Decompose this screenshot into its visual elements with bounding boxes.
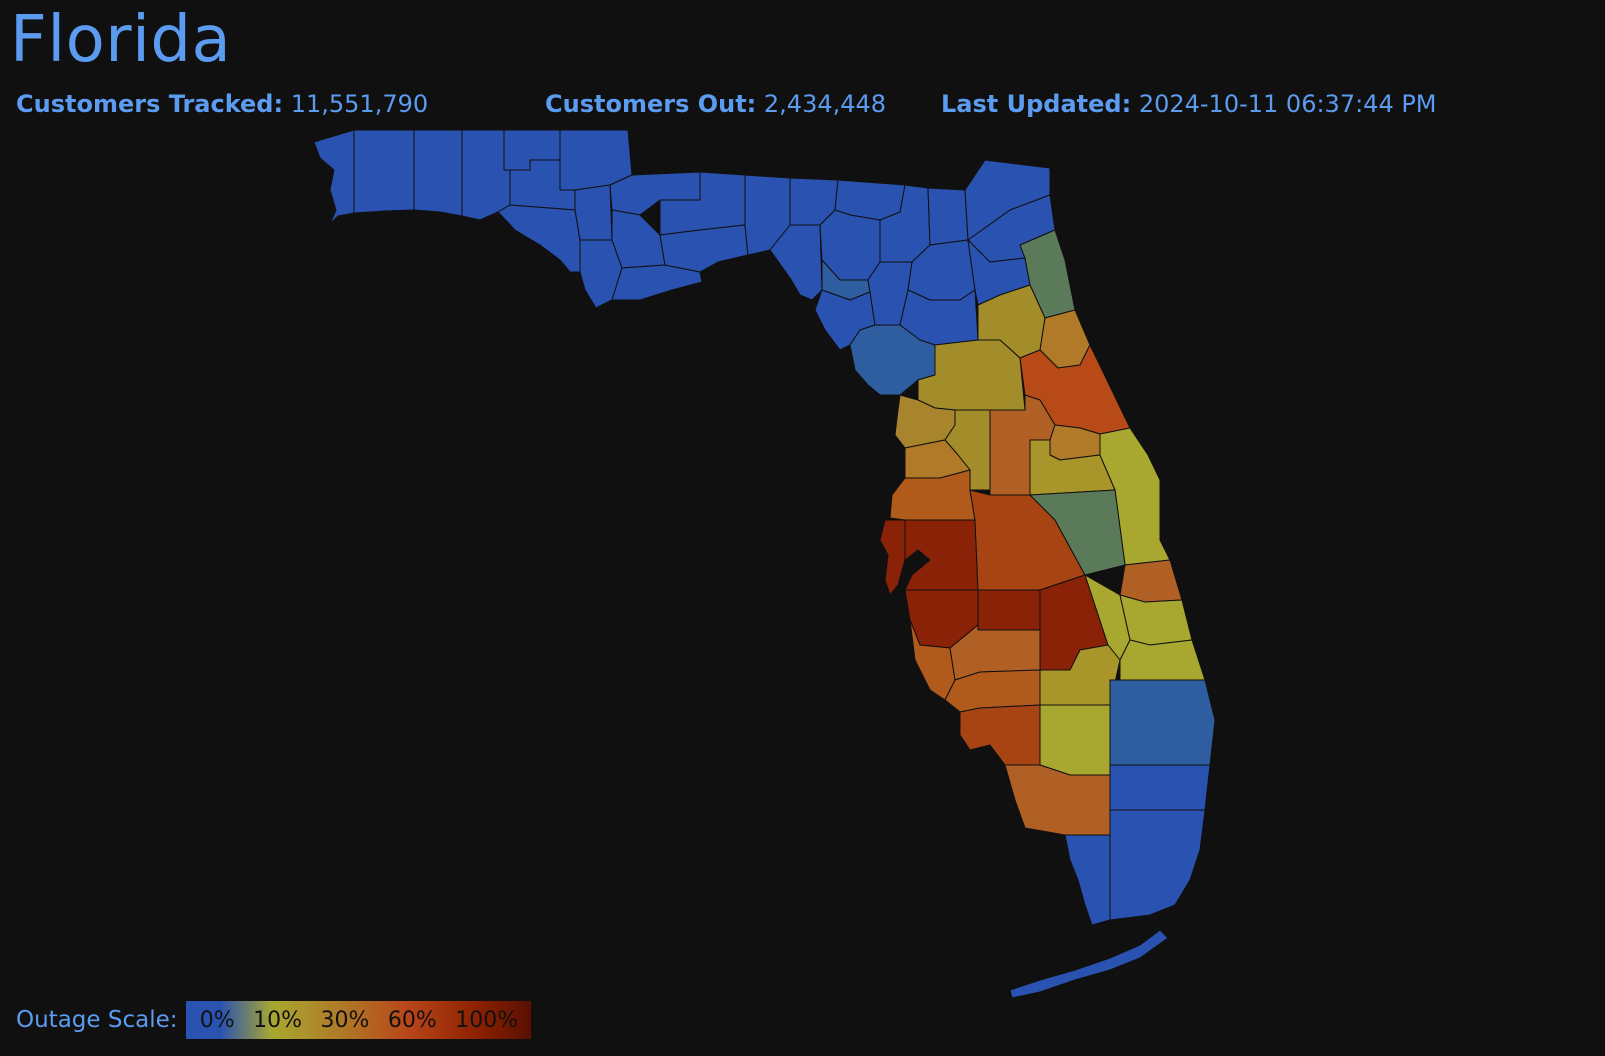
- customers-tracked-label: Customers Tracked:: [16, 90, 284, 118]
- county-miami-dade[interactable]: [1109, 809, 1206, 921]
- county-osceola[interactable]: [1029, 489, 1126, 576]
- outage-scale-label: Outage Scale:: [16, 1007, 178, 1033]
- last-updated-stat: Last Updated: 2024-10-11 06:37:44 PM: [941, 88, 1437, 120]
- county-pasco[interactable]: [889, 469, 976, 521]
- county-franklin[interactable]: [611, 264, 703, 301]
- county-pinellas[interactable]: [879, 519, 906, 596]
- customers-out-label: Customers Out:: [545, 90, 757, 118]
- county-monroe-mainland[interactable]: [1064, 834, 1111, 926]
- county-st-lucie[interactable]: [1119, 594, 1193, 646]
- outage-scale-legend: Outage Scale: 0% 10% 30% 60% 100%: [16, 1001, 532, 1039]
- county-martin[interactable]: [1119, 639, 1206, 681]
- county-hillsborough[interactable]: [904, 519, 979, 591]
- scale-tick-30: 30%: [320, 1007, 370, 1033]
- county-broward[interactable]: [1109, 764, 1211, 811]
- county-taylor[interactable]: [769, 224, 823, 301]
- scale-tick-100: 100%: [455, 1007, 519, 1033]
- scale-tick-10: 10%: [253, 1007, 303, 1033]
- customers-out-value: 2,434,448: [763, 90, 887, 118]
- county-brevard[interactable]: [1099, 427, 1171, 566]
- county-escambia[interactable]: [313, 129, 355, 225]
- county-calhoun[interactable]: [574, 184, 613, 241]
- scale-tick-0: 0%: [199, 1007, 235, 1033]
- page-title: Florida: [10, 3, 232, 77]
- county-wakulla[interactable]: [659, 224, 749, 273]
- county-okaloosa[interactable]: [413, 129, 463, 217]
- county-lee[interactable]: [959, 704, 1041, 766]
- scale-tick-60: 60%: [387, 1007, 437, 1033]
- customers-tracked-stat: Customers Tracked: 11,551,790: [16, 88, 428, 120]
- county-palm-beach[interactable]: [1109, 679, 1216, 766]
- county-walton[interactable]: [461, 129, 511, 221]
- customers-tracked-value: 11,551,790: [290, 90, 429, 118]
- county-monroe-keys[interactable]: [1009, 929, 1169, 999]
- outage-scale-bar: 0% 10% 30% 60% 100%: [186, 1001, 532, 1039]
- county-liberty[interactable]: [611, 209, 666, 269]
- county-hendry[interactable]: [1039, 704, 1111, 776]
- county-baker[interactable]: [927, 187, 969, 246]
- county-santa-rosa[interactable]: [353, 129, 415, 214]
- county-collier[interactable]: [1004, 764, 1111, 836]
- county-hardee[interactable]: [977, 589, 1041, 631]
- last-updated-value: 2024-10-11 06:37:44 PM: [1138, 90, 1437, 118]
- stats-bar: Customers Tracked: 11,551,790 Customers …: [16, 88, 1576, 120]
- county-indian-river[interactable]: [1119, 559, 1183, 603]
- county-bay[interactable]: [497, 204, 581, 273]
- customers-out-stat: Customers Out: 2,434,448: [545, 88, 886, 120]
- last-updated-label: Last Updated:: [941, 90, 1132, 118]
